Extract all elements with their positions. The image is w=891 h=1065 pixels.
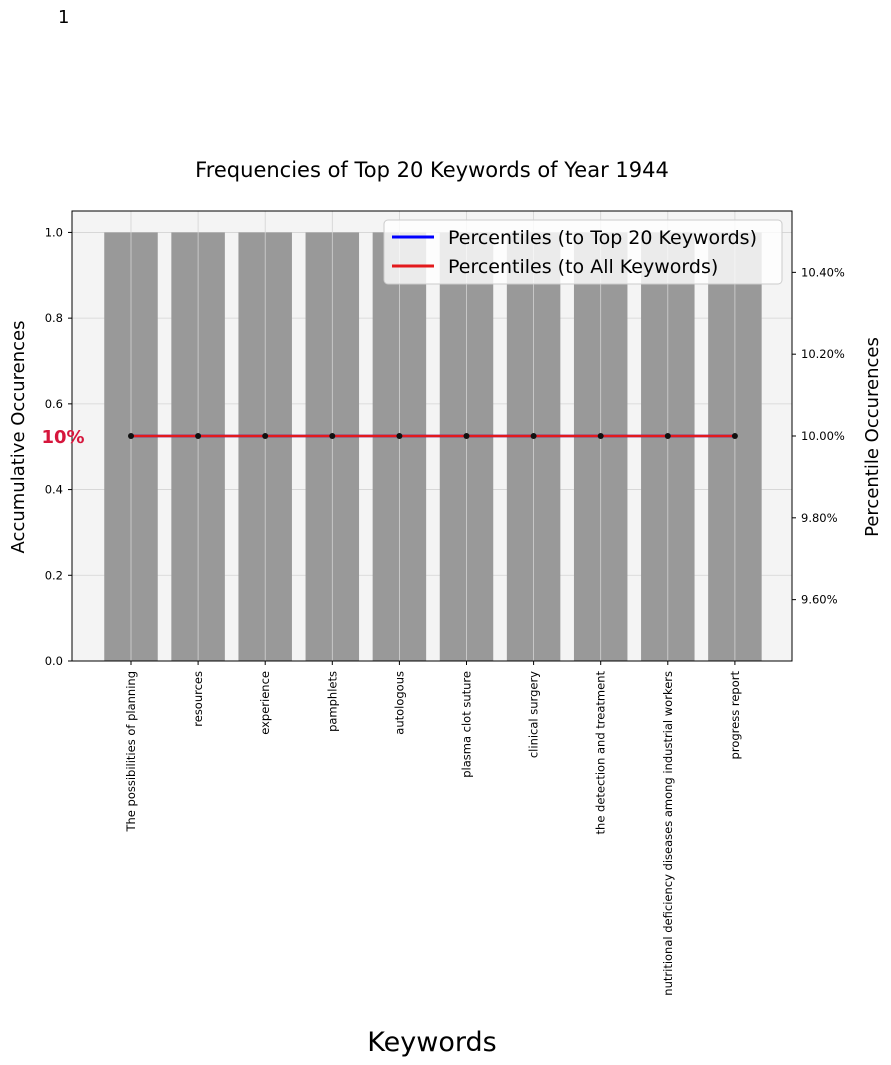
- percentile-lines: [128, 433, 738, 439]
- x-tick-label: resources: [191, 671, 205, 727]
- data-point: [128, 433, 134, 439]
- data-point: [396, 433, 403, 439]
- y2-axis-label: Percentile Occurences: [862, 337, 883, 537]
- percent-annotation: 10%: [41, 427, 84, 448]
- y2-tick-label: 9.80%: [801, 511, 838, 525]
- y-tick-label: 0.6: [45, 397, 63, 411]
- x-tick-label: pamphlets: [325, 671, 339, 732]
- x-tick-label: The possibilities of planning: [124, 671, 138, 833]
- y-tick-label: 1.0: [45, 225, 63, 239]
- y-axis-label: Accumulative Occurences: [8, 321, 29, 554]
- x-tick-label: plasma clot suture: [460, 671, 474, 778]
- x-tick-label: experience: [258, 671, 272, 735]
- page-number: 1: [58, 7, 70, 28]
- data-point: [262, 433, 269, 439]
- y-tick-label: 0.2: [45, 568, 63, 582]
- data-point: [530, 433, 537, 439]
- data-point: [597, 433, 604, 439]
- x-axis: The possibilities of planning resources ex…: [124, 661, 742, 996]
- data-point: [195, 433, 202, 439]
- data-point: [463, 433, 470, 439]
- data-point: [664, 433, 671, 439]
- data-point: [731, 433, 738, 439]
- x-tick-label: autologous: [392, 671, 406, 735]
- y2-tick-label: 10.00%: [801, 429, 845, 443]
- x-axis-label: Keywords: [367, 1027, 496, 1058]
- chart-title: Frequencies of Top 20 Keywords of Year 1…: [195, 158, 669, 182]
- y2-tick-label: 10.40%: [801, 265, 845, 279]
- x-tick-label: progress report: [728, 671, 742, 760]
- y-tick-label: 0.4: [45, 483, 63, 497]
- legend-label-top20: Percentiles (to Top 20 Keywords): [448, 227, 757, 249]
- y-tick-label: 0.8: [45, 311, 63, 325]
- y-axis: 0.0 0.2 0.4 0.6 0.8 1.0: [45, 225, 72, 668]
- legend-label-all: Percentiles (to All Keywords): [448, 256, 718, 278]
- legend-box: [383, 219, 783, 285]
- y-tick-label: 0.0: [45, 654, 63, 668]
- y2-tick-label: 9.60%: [801, 593, 838, 607]
- x-tick-label: nutritional deficiency diseases among in…: [661, 671, 675, 996]
- legend: Percentiles (to Top 20 Keywords) Percent…: [383, 219, 783, 285]
- x-tick-label: the detection and treatment: [594, 671, 608, 835]
- y2-tick-label: 10.20%: [801, 347, 845, 361]
- y2-axis: 9.60% 9.80% 10.00% 10.20% 10.40%: [792, 265, 845, 607]
- data-point: [329, 433, 336, 439]
- x-tick-label: clinical surgery: [527, 671, 541, 758]
